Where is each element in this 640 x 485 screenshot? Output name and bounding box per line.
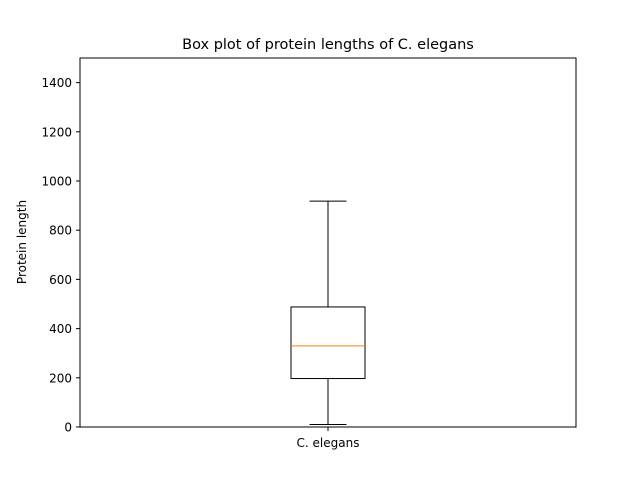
y-tick-label: 0 [64, 421, 72, 435]
y-tick-label: 800 [49, 224, 72, 238]
axes-frame [79, 57, 577, 428]
interquartile-box [290, 306, 366, 380]
y-tick-label: 600 [49, 273, 72, 287]
y-axis: 0 200 400 600 800 1000 1200 1400 [41, 76, 80, 435]
y-axis-label: Protein length [15, 200, 29, 284]
plot-area [290, 200, 366, 426]
y-tick-label: 1200 [41, 125, 72, 139]
y-tick-label: 1400 [41, 76, 72, 90]
x-tick-label: C. elegans [297, 436, 360, 450]
chart-title: Box plot of protein lengths of C. elegan… [182, 37, 474, 53]
y-tick-label: 200 [49, 371, 72, 385]
x-axis: C. elegans [297, 427, 360, 450]
y-tick-label: 400 [49, 322, 72, 336]
y-tick-label: 1000 [41, 175, 72, 189]
